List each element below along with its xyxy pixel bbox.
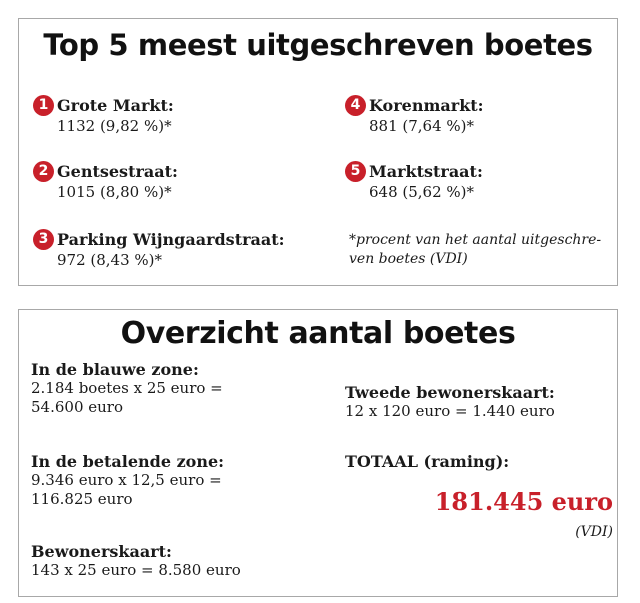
paid-zone-block: In de betalende zone: 9.346 euro x 12,5 … — [31, 452, 224, 509]
footnote: *procent van het aantal uitgeschre- ven … — [349, 231, 611, 269]
item-value: 972 (8,43 %)* — [57, 251, 163, 269]
overview-panel: Overzicht aantal boetes In de blauwe zon… — [18, 309, 618, 597]
second-card-block: Tweede bewonerskaart: 12 x 120 euro = 1.… — [345, 383, 555, 421]
item-value: 648 (5,62 %)* — [369, 183, 475, 201]
block-line: 143 x 25 euro = 8.580 euro — [31, 561, 241, 579]
source-label: (VDI) — [575, 524, 613, 540]
block-heading: In de blauwe zone: — [31, 360, 199, 379]
block-heading: In de betalende zone: — [31, 452, 225, 471]
item-name: Grote Markt: — [57, 96, 174, 115]
footnote-line: ven boetes (VDI) — [349, 251, 468, 267]
item-value: 881 (7,64 %)* — [369, 117, 475, 135]
total-block: TOTAAL (raming): — [345, 452, 509, 471]
footnote-line: *procent van het aantal uitgeschre- — [349, 232, 602, 248]
block-heading: Tweede bewonerskaart: — [345, 383, 555, 402]
rank-badge: 1 — [33, 95, 54, 116]
block-line: 54.600 euro — [31, 398, 123, 416]
rank-badge: 2 — [33, 161, 54, 182]
item-name: Gentsestraat: — [57, 162, 178, 181]
block-line: 12 x 120 euro = 1.440 euro — [345, 402, 555, 420]
item-value: 1132 (9,82 %)* — [57, 117, 172, 135]
block-line: 9.346 euro x 12,5 euro = — [31, 471, 222, 489]
top5-title: Top 5 meest uitgeschreven boetes — [43, 28, 593, 62]
item-name: Marktstraat: — [369, 162, 483, 181]
rank-badge: 3 — [33, 229, 54, 250]
block-line: 116.825 euro — [31, 490, 133, 508]
total-heading: TOTAAL (raming): — [345, 452, 510, 471]
rank-badge: 4 — [345, 95, 366, 116]
block-line: 2.184 boetes x 25 euro = — [31, 379, 223, 397]
blue-zone-block: In de blauwe zone: 2.184 boetes x 25 eur… — [31, 360, 223, 417]
item-name: Korenmarkt: — [369, 96, 484, 115]
item-value: 1015 (8,80 %)* — [57, 183, 172, 201]
block-heading: Bewonerskaart: — [31, 542, 172, 561]
rank-badge: 5 — [345, 161, 366, 182]
total-amount: 181.445 euro — [434, 487, 613, 516]
overview-title: Overzicht aantal boetes — [120, 316, 516, 351]
resident-card-block: Bewonerskaart: 143 x 25 euro = 8.580 eur… — [31, 542, 241, 580]
item-name: Parking Wijngaardstraat: — [57, 230, 285, 249]
top5-panel: Top 5 meest uitgeschreven boetes 1 Grote… — [18, 18, 618, 286]
